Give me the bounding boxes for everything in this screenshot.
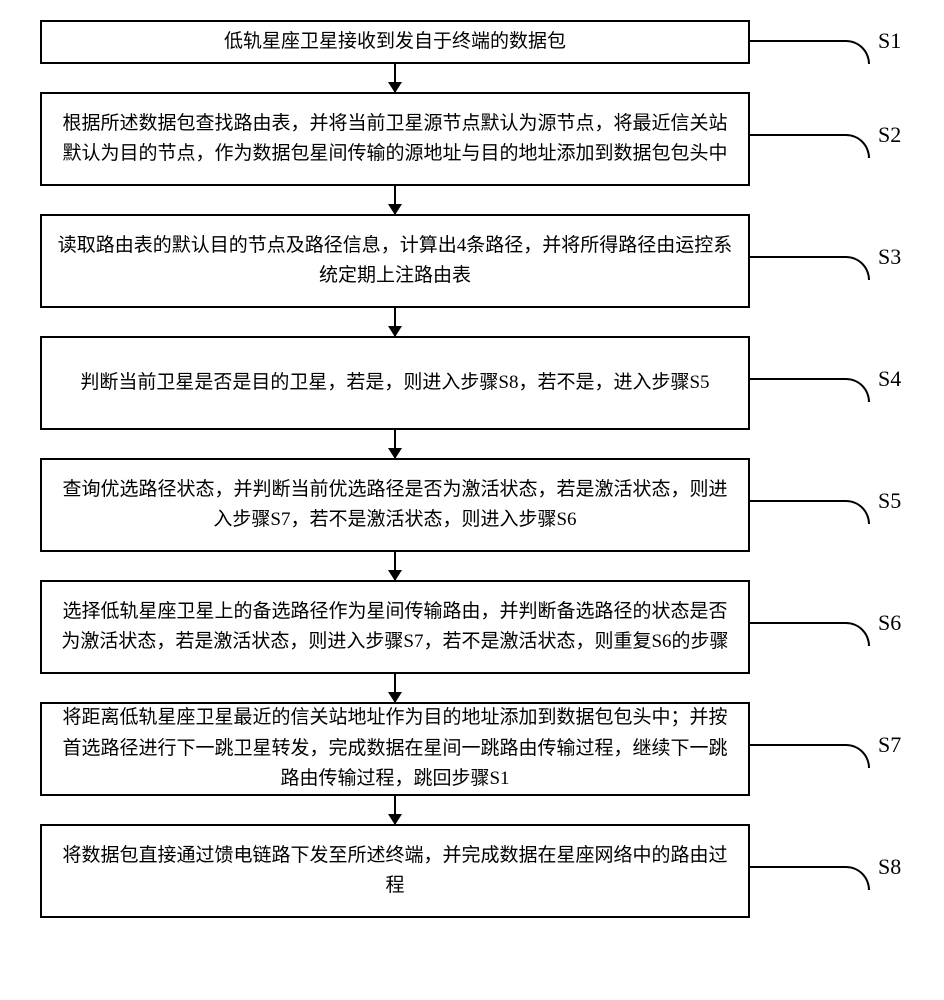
step-s5: 查询优选路径状态，并判断当前优选路径是否为激活状态，若是激活状态，则进入步骤S7… <box>40 458 750 552</box>
flowchart-container: 低轨星座卫星接收到发自于终端的数据包 根据所述数据包查找路由表，并将当前卫星源节… <box>40 20 750 918</box>
step-text: 判断当前卫星是否是目的卫星，若是，则进入步骤S8，若不是，进入步骤S5 <box>80 368 709 398</box>
step-text: 选择低轨星座卫星上的备选路径作为星间传输路由，并判断备选路径的状态是否为激活状态… <box>54 597 736 658</box>
connector-s5 <box>750 500 870 524</box>
step-s4: 判断当前卫星是否是目的卫星，若是，则进入步骤S8，若不是，进入步骤S5 <box>40 336 750 430</box>
connector-s7 <box>750 744 870 768</box>
step-s3: 读取路由表的默认目的节点及路径信息，计算出4条路径，并将所得路径由运控系统定期上… <box>40 214 750 308</box>
connector-s2 <box>750 134 870 158</box>
step-s7: 将距离低轨星座卫星最近的信关站地址作为目的地址添加到数据包包头中；并按首选路径进… <box>40 702 750 796</box>
connector-s8 <box>750 866 870 890</box>
connector-s1 <box>750 40 870 64</box>
label-s7: S7 <box>878 732 901 758</box>
connector-s4 <box>750 378 870 402</box>
arrow-icon <box>394 186 396 214</box>
label-s4: S4 <box>878 366 901 392</box>
step-s1: 低轨星座卫星接收到发自于终端的数据包 <box>40 20 750 64</box>
arrow-icon <box>394 64 396 92</box>
arrow-icon <box>394 796 396 824</box>
arrow-icon <box>394 430 396 458</box>
arrow-icon <box>394 674 396 702</box>
step-text: 将数据包直接通过馈电链路下发至所述终端，并完成数据在星座网络中的路由过程 <box>54 841 736 902</box>
step-text: 将距离低轨星座卫星最近的信关站地址作为目的地址添加到数据包包头中；并按首选路径进… <box>54 703 736 794</box>
label-s6: S6 <box>878 610 901 636</box>
step-s6: 选择低轨星座卫星上的备选路径作为星间传输路由，并判断备选路径的状态是否为激活状态… <box>40 580 750 674</box>
label-s2: S2 <box>878 122 901 148</box>
step-text: 读取路由表的默认目的节点及路径信息，计算出4条路径，并将所得路径由运控系统定期上… <box>54 231 736 292</box>
arrow-icon <box>394 308 396 336</box>
label-s3: S3 <box>878 244 901 270</box>
step-s8: 将数据包直接通过馈电链路下发至所述终端，并完成数据在星座网络中的路由过程 <box>40 824 750 918</box>
arrow-icon <box>394 552 396 580</box>
label-s8: S8 <box>878 854 901 880</box>
connector-s6 <box>750 622 870 646</box>
label-s5: S5 <box>878 488 901 514</box>
step-text: 根据所述数据包查找路由表，并将当前卫星源节点默认为源节点，将最近信关站默认为目的… <box>54 109 736 170</box>
step-text: 低轨星座卫星接收到发自于终端的数据包 <box>224 27 566 57</box>
connector-s3 <box>750 256 870 280</box>
step-s2: 根据所述数据包查找路由表，并将当前卫星源节点默认为源节点，将最近信关站默认为目的… <box>40 92 750 186</box>
label-s1: S1 <box>878 28 901 54</box>
step-text: 查询优选路径状态，并判断当前优选路径是否为激活状态，若是激活状态，则进入步骤S7… <box>54 475 736 536</box>
